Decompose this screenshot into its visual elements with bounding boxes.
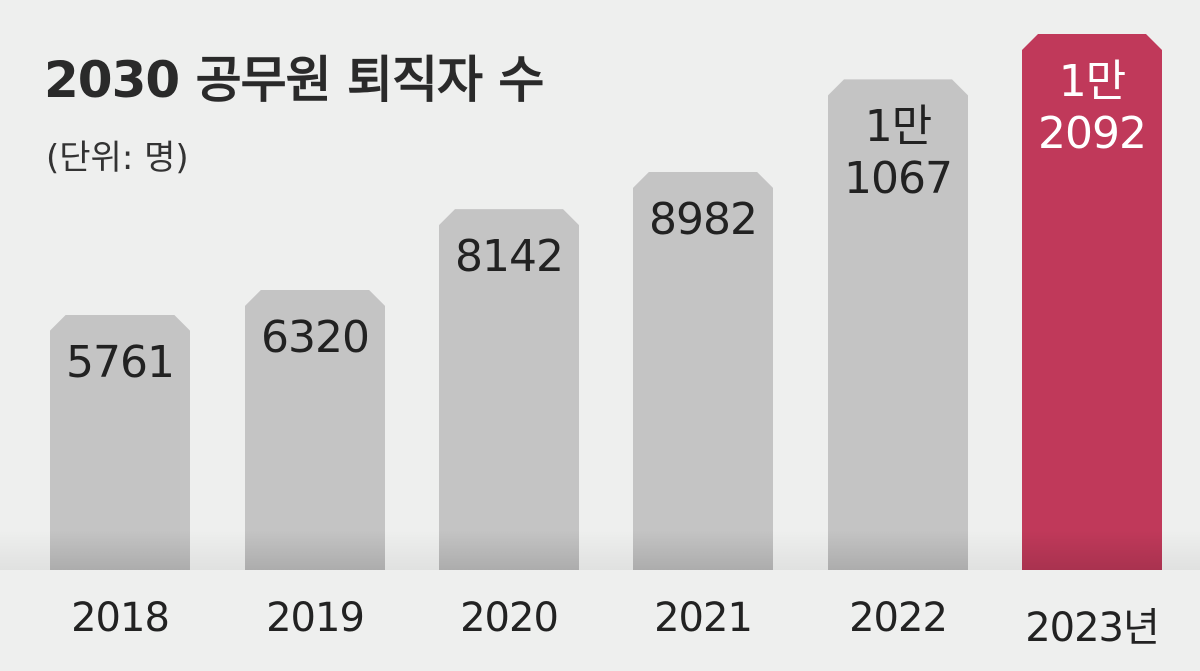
value-label: 1만 2092: [1038, 56, 1147, 159]
value-label: 1만 1067: [844, 101, 953, 205]
bar-shade: [1022, 530, 1162, 570]
x-tick-label: 2023년: [1025, 605, 1160, 651]
x-tick-label: 2022: [849, 595, 948, 641]
value-label: 8142: [455, 231, 564, 283]
bar: [1022, 34, 1162, 570]
value-label: 6320: [261, 311, 370, 363]
bar: [245, 290, 385, 570]
bar: [50, 315, 190, 570]
bar: [828, 79, 968, 570]
x-tick-label: 2019: [266, 595, 365, 641]
chart-subtitle: (단위: 명): [46, 138, 189, 178]
bar-shade: [50, 530, 190, 570]
value-label: 5761: [66, 336, 175, 388]
chart-title: 2030 공무원 퇴직자 수: [44, 51, 544, 109]
floor-shade: [0, 530, 1200, 570]
bar-shade: [828, 530, 968, 570]
x-tick-label: 2020: [460, 595, 559, 641]
value-label: 8982: [649, 193, 758, 245]
bar-shade: [633, 530, 773, 570]
bar: [633, 172, 773, 570]
bar-shade: [245, 530, 385, 570]
x-tick-label: 2021: [654, 595, 753, 641]
bar: [439, 209, 579, 570]
x-tick-label: 2018: [71, 595, 170, 641]
bar-shade: [439, 530, 579, 570]
